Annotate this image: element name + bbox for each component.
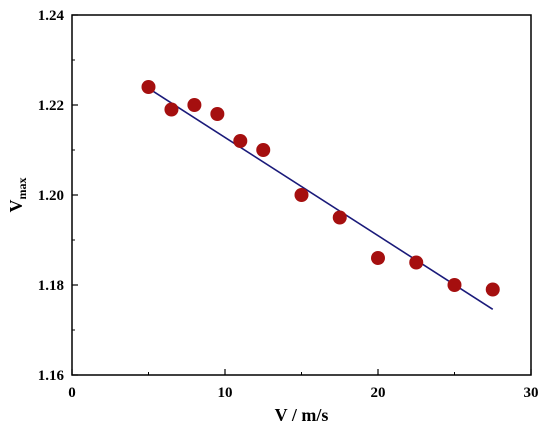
data-point [210, 107, 225, 121]
x-axis-ticks: 0 10 20 30 [68, 369, 539, 401]
data-point [485, 282, 500, 297]
y-tick-label: 1.18 [38, 278, 64, 294]
x-tick-label: 10 [218, 385, 233, 401]
x-tick-label: 30 [524, 385, 539, 401]
y-tick-label: 1.16 [38, 368, 65, 384]
x-tick-label: 0 [68, 385, 76, 401]
data-point [447, 278, 462, 292]
y-tick-label: 1.22 [38, 98, 64, 114]
y-axis-label-sub: max [15, 178, 29, 200]
data-point [164, 102, 179, 117]
fit-line [148, 87, 494, 310]
data-point [294, 188, 309, 202]
series-layer [141, 80, 500, 310]
data-point [187, 98, 202, 112]
x-axis-label: V / m/s [275, 405, 329, 425]
data-point [332, 210, 347, 225]
data-point [371, 251, 385, 265]
y-tick-label: 1.24 [38, 8, 65, 24]
data-point [409, 255, 424, 270]
y-tick-label: 1.20 [38, 188, 64, 204]
y-axis-label-main: V [6, 200, 26, 213]
data-point [141, 80, 156, 94]
y-axis-ticks: 1.16 1.18 1.20 1.22 1.24 [38, 8, 78, 384]
data-point [256, 143, 271, 157]
data-point [233, 134, 248, 148]
x-tick-label: 20 [371, 385, 386, 401]
y-axis-label: Vmax [6, 178, 29, 213]
